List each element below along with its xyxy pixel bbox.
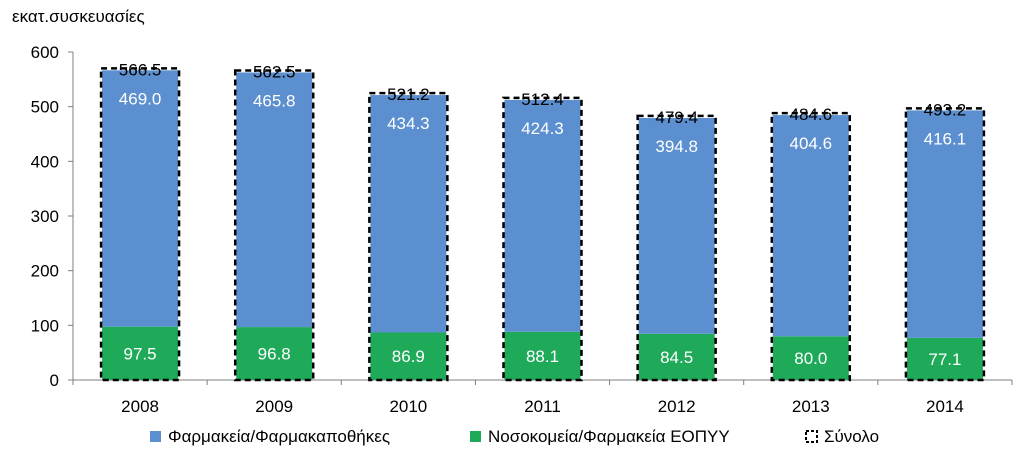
- x-tick-label: 2008: [121, 397, 159, 416]
- bar-total-outline: [368, 91, 449, 382]
- bar-total-outline: [233, 69, 315, 382]
- bar-total-outline: [770, 111, 852, 382]
- data-label-hospitals: 86.9: [392, 347, 425, 366]
- data-label-pharmacies: 404.6: [790, 134, 833, 153]
- bar-segment-pharmacies: [236, 72, 313, 328]
- bar-total-outline: [636, 114, 717, 382]
- y-tick-label: 200: [31, 262, 59, 281]
- data-label-pharmacies: 469.0: [119, 89, 162, 108]
- bars: 97.5 469.0 566.5 96.8 465.8 562.5 86.9 434.3 521…: [99, 60, 986, 382]
- data-label-total: 493.2: [924, 100, 967, 119]
- bar-total-outline: [904, 107, 986, 382]
- data-label-hospitals: 84.5: [660, 348, 693, 367]
- legend-swatch: [150, 431, 161, 442]
- bar-segment-pharmacies: [504, 99, 581, 332]
- x-tick-label: 2011: [524, 397, 561, 416]
- y-tick-label: 300: [31, 207, 59, 226]
- bar-segment-pharmacies: [370, 95, 447, 333]
- bar-segment-pharmacies: [772, 115, 849, 337]
- bar-segment-hospitals: [504, 331, 581, 380]
- y-tick-label: 100: [31, 316, 59, 335]
- y-axis-unit-label: εκατ.συσκευασίες: [12, 7, 145, 26]
- x-tick-label: 2010: [389, 397, 427, 416]
- x-tick-label: 2014: [926, 397, 964, 416]
- data-label-hospitals: 96.8: [258, 345, 291, 364]
- x-tick-label: 2012: [658, 397, 696, 416]
- bar-segment-pharmacies: [102, 70, 179, 327]
- data-label-pharmacies: 434.3: [387, 114, 430, 133]
- data-label-total: 562.5: [253, 62, 296, 81]
- data-label-pharmacies: 416.1: [924, 129, 967, 148]
- data-label-hospitals: 77.1: [928, 350, 961, 369]
- axes: 0 100 200 300 400 500 600 2008 2009 2010 2011 2012 2…: [31, 43, 1013, 416]
- data-label-total: 484.6: [790, 105, 833, 124]
- data-label-pharmacies: 465.8: [253, 91, 296, 110]
- bar-segment-hospitals: [772, 336, 849, 380]
- data-label-pharmacies: 424.3: [521, 119, 564, 138]
- legend-label: Φαρμακεία/Φαρμακαποθήκες: [168, 427, 390, 446]
- data-label-hospitals: 80.0: [794, 349, 827, 368]
- bar-segment-pharmacies: [906, 110, 983, 338]
- data-label-pharmacies: 394.8: [655, 137, 698, 156]
- data-label-hospitals: 97.5: [124, 344, 157, 363]
- y-tick-label: 0: [50, 371, 59, 390]
- bar-segment-hospitals: [370, 332, 447, 380]
- legend-label: Νοσοκομεία/Φαρμακεία ΕΟΠΥΥ: [488, 427, 730, 446]
- x-tick-label: 2013: [792, 397, 830, 416]
- bar-total-outline: [99, 67, 181, 382]
- legend-label: Σύνολο: [824, 427, 879, 446]
- bar-segment-hospitals: [638, 333, 715, 380]
- data-label-total: 566.5: [119, 60, 162, 79]
- data-label-total: 479.4: [655, 108, 698, 127]
- data-label-hospitals: 88.1: [526, 347, 559, 366]
- data-label-total: 521.2: [387, 85, 430, 104]
- y-tick-label: 500: [31, 98, 59, 117]
- legend-swatch-total: [805, 430, 818, 443]
- x-tick-label: 2009: [255, 397, 293, 416]
- bar-segment-pharmacies: [638, 117, 715, 334]
- bar-segment-hospitals: [236, 327, 313, 380]
- y-tick-label: 400: [31, 152, 59, 171]
- data-label-total: 512.4: [521, 90, 564, 109]
- bar-segment-hospitals: [906, 337, 983, 380]
- y-tick-label: 600: [31, 43, 59, 62]
- legend: Φαρμακεία/Φαρμακαποθήκες Νοσοκομεία/Φαρμα…: [150, 427, 879, 446]
- bar-segment-hospitals: [102, 326, 179, 380]
- legend-swatch: [470, 431, 481, 442]
